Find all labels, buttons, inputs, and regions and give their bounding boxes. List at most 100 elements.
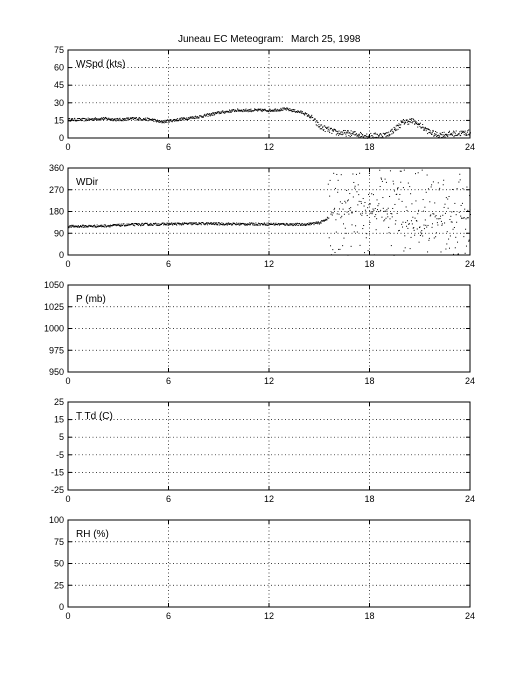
data-point [135, 223, 137, 225]
data-point [361, 135, 363, 137]
data-point [130, 224, 132, 226]
data-point [325, 218, 327, 220]
data-point [214, 222, 216, 224]
y-tick-label: 100 [49, 515, 64, 525]
data-point [206, 222, 208, 224]
data-point [80, 119, 82, 121]
data-point [123, 225, 125, 227]
data-point [224, 224, 226, 226]
data-point [437, 134, 439, 136]
data-point [327, 217, 329, 219]
data-point [98, 225, 100, 227]
data-point [331, 214, 333, 216]
data-point [355, 225, 357, 227]
data-point [374, 216, 376, 218]
data-point [138, 119, 140, 121]
data-point [147, 223, 149, 225]
data-point [211, 114, 213, 116]
data-point [291, 223, 293, 225]
data-point [285, 108, 287, 110]
data-point [409, 186, 411, 188]
data-point [161, 122, 163, 124]
data-point [398, 123, 400, 125]
data-point [373, 133, 375, 135]
data-point [123, 118, 125, 120]
y-tick-label: -25 [51, 485, 64, 495]
data-point [440, 220, 442, 222]
data-point [402, 119, 404, 121]
data-point [322, 126, 324, 128]
data-point [374, 207, 376, 209]
data-point [74, 120, 76, 122]
data-point [464, 130, 466, 132]
data-point [371, 213, 373, 215]
data-point [304, 224, 306, 226]
data-point [320, 128, 322, 130]
data-point [160, 121, 162, 123]
data-point [345, 135, 347, 137]
data-point [240, 110, 242, 112]
data-point [305, 224, 307, 226]
data-point [215, 112, 217, 114]
data-point [465, 218, 467, 220]
data-point [101, 226, 103, 228]
data-point [303, 224, 305, 226]
data-point [113, 224, 115, 226]
data-point [173, 120, 175, 122]
data-point [173, 223, 175, 225]
data-point [232, 224, 234, 226]
data-point [290, 109, 292, 111]
data-point [394, 203, 396, 205]
y-tick-label: 90 [54, 228, 64, 238]
data-point [336, 213, 338, 215]
data-point [142, 119, 144, 121]
data-point [202, 222, 204, 224]
data-point [214, 224, 216, 226]
data-point [148, 117, 150, 119]
data-point [191, 117, 193, 119]
data-point [449, 235, 451, 237]
data-point [209, 223, 211, 225]
data-point [262, 108, 264, 110]
data-point [462, 217, 464, 219]
data-point [306, 115, 308, 117]
x-tick-label: 18 [364, 611, 374, 621]
data-point [262, 109, 264, 111]
data-point [338, 130, 340, 132]
data-point [410, 121, 412, 123]
data-point [135, 117, 137, 119]
data-point [375, 136, 377, 138]
data-point [405, 122, 407, 124]
data-point [348, 208, 350, 210]
data-point [286, 108, 288, 110]
data-point [393, 131, 395, 133]
data-point [408, 123, 410, 125]
data-point [340, 174, 342, 176]
data-point [259, 224, 261, 226]
data-point [343, 213, 345, 215]
data-point [438, 136, 440, 138]
data-point [389, 170, 391, 172]
data-point [380, 133, 382, 135]
data-point [356, 191, 358, 193]
data-point [198, 117, 200, 119]
data-point [93, 119, 95, 121]
data-point [351, 212, 353, 214]
data-point [301, 223, 303, 225]
data-point [315, 121, 317, 123]
data-point [377, 135, 379, 137]
data-point [165, 121, 167, 123]
data-point [215, 222, 217, 224]
data-point [73, 118, 75, 120]
data-point [452, 228, 454, 230]
data-point [403, 123, 405, 125]
data-point [75, 119, 77, 121]
data-point [460, 204, 462, 206]
data-point [163, 223, 165, 225]
data-point [299, 222, 301, 224]
data-point [190, 222, 192, 224]
data-point [124, 119, 126, 121]
data-point [316, 222, 318, 224]
data-point [117, 118, 119, 120]
data-point [92, 225, 94, 227]
